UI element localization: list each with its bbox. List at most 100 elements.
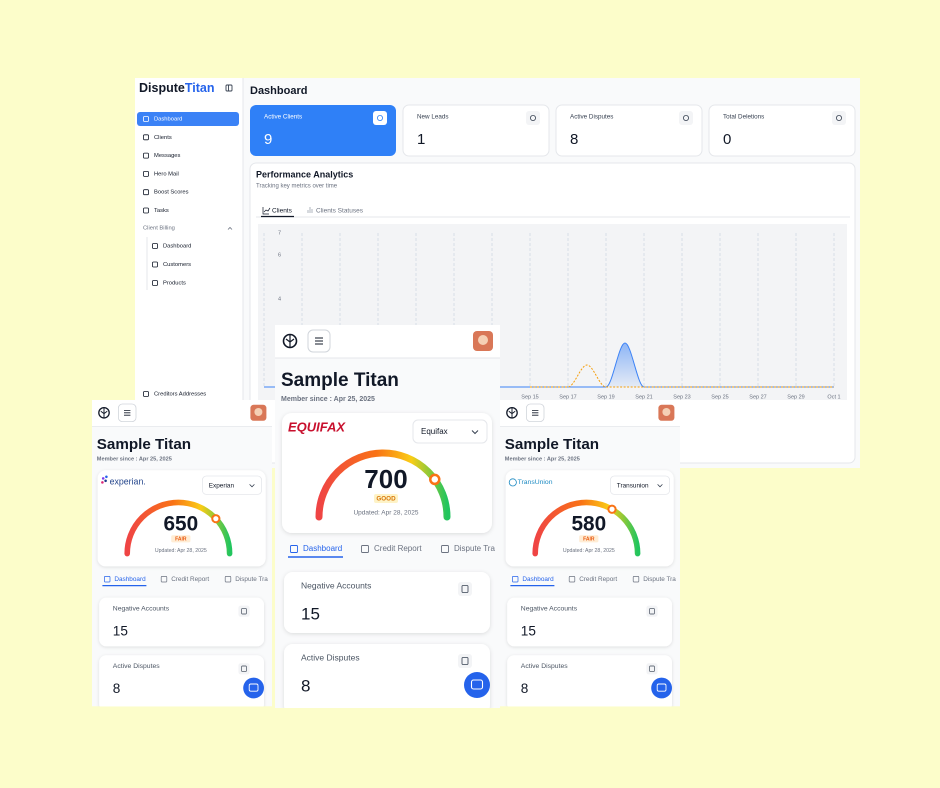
nav-item[interactable]: Products [163, 281, 186, 287]
stat-icon [373, 111, 387, 125]
profile-name: Sample Titan [97, 436, 191, 453]
chat-icon [470, 679, 484, 690]
stat-value: 1 [417, 131, 425, 148]
page-header: Dashboard [250, 85, 307, 97]
member-since: Member since : Apr 25, 2025 [281, 396, 375, 403]
rating-badge [374, 494, 398, 503]
logo-mark [508, 478, 517, 487]
metric-icon [241, 608, 247, 615]
tab[interactable]: Dispute Tra [454, 544, 495, 553]
bureau-select-label: Equifax [421, 427, 448, 436]
chevron [471, 430, 479, 435]
x-tick-label: Sep 17 [559, 394, 576, 400]
nav-item[interactable]: Dashboard [163, 244, 191, 250]
nav-item[interactable]: Clients [154, 135, 172, 141]
bureau-select[interactable] [202, 475, 263, 495]
tab[interactable]: Dashboard [522, 576, 554, 583]
x-tick-label: Sep 15 [521, 394, 538, 400]
metric-icon [646, 605, 658, 617]
tab-icon [361, 545, 369, 553]
chat-button[interactable] [464, 672, 490, 698]
chat-button[interactable] [243, 677, 264, 699]
chat-button[interactable] [651, 677, 672, 699]
x-tick-label: Sep 19 [597, 394, 614, 400]
rating: FAIR [175, 536, 187, 542]
nav-item[interactable]: Creditors Addresses [154, 392, 206, 398]
phone: Sample Titan Member since : Apr 25, 2025 e… [92, 400, 273, 707]
metric-icon [238, 663, 250, 675]
metric-card [99, 597, 264, 647]
metric-value: 15 [113, 624, 128, 639]
metric-icon [461, 585, 469, 593]
tab[interactable]: Clients [272, 208, 293, 215]
x-tick-label: Oct 1 [827, 394, 840, 400]
profile-name: Sample Titan [281, 370, 399, 391]
logo-dot [101, 477, 105, 480]
avatar-face [662, 408, 671, 416]
app-logo [100, 408, 108, 418]
bureau-select-label: Transunion [617, 482, 649, 489]
tab[interactable]: Credit Report [579, 576, 617, 583]
metric-label: Active Disputes [521, 663, 568, 670]
metric-value: 15 [521, 624, 536, 639]
metric-label: Negative Accounts [301, 580, 371, 590]
tab-icon [632, 576, 640, 583]
stat-value: 8 [570, 131, 578, 148]
x-tick-label: Sep 23 [673, 394, 690, 400]
metric-value: 8 [301, 676, 310, 695]
metric-label: Active Disputes [301, 652, 360, 662]
nav-item[interactable]: Messages [154, 153, 181, 159]
bureau-select[interactable] [610, 475, 671, 495]
updated: Updated: Apr 28, 2025 [155, 548, 207, 554]
logo-dot [105, 475, 108, 479]
menu-icon [315, 337, 323, 345]
bureau-logo: experian. [110, 477, 146, 487]
nav-item[interactable]: Boost Scores [154, 190, 189, 196]
tab[interactable]: Dispute Tra [235, 576, 268, 583]
app-logo [508, 408, 516, 418]
app-logo [282, 333, 298, 349]
metric-icon [461, 657, 469, 665]
analytics-title: Performance Analytics [256, 169, 353, 179]
gauge-arc [532, 499, 641, 557]
metric-icon [238, 605, 250, 617]
metric-icon [458, 582, 472, 596]
tab[interactable]: Clients Statuses [316, 208, 364, 215]
nav-item[interactable]: Dashboard [154, 117, 182, 123]
nav-item[interactable]: Customers [163, 262, 191, 268]
nav-item[interactable]: Tasks [154, 208, 169, 214]
chat-icon [248, 683, 259, 692]
stat-icon [679, 111, 693, 125]
metric-icon [646, 663, 658, 675]
x-tick-label: Sep 25 [711, 394, 728, 400]
nav-item[interactable]: Hero Mail [154, 171, 179, 177]
menu-icon [124, 410, 131, 416]
tab-icon [441, 545, 449, 553]
stat-icon [526, 111, 540, 125]
tab[interactable]: Credit Report [374, 544, 422, 553]
metric-card [284, 644, 490, 708]
tab[interactable]: Dashboard [114, 576, 146, 583]
icon [143, 152, 149, 159]
app-logo [98, 406, 110, 419]
bureau-select[interactable] [412, 419, 488, 444]
tab-icon [512, 576, 519, 583]
tab[interactable]: Credit Report [171, 576, 209, 583]
gauge-knob [607, 504, 617, 514]
tab-icon [307, 207, 313, 213]
logo-part: Dispute [139, 81, 185, 95]
tab[interactable]: Dashboard [303, 544, 342, 553]
nav-group[interactable]: Client Billing [143, 226, 175, 232]
profile-name: Sample Titan [505, 436, 599, 453]
chart: Sep 15 Sep 17 Sep 19 Sep 21 Sep 23 Sep 25 Sep … [278, 230, 841, 400]
icon [143, 207, 149, 214]
stat-label: Active Clients [264, 114, 302, 121]
stat-value: 0 [723, 131, 731, 148]
menu-icon [532, 410, 539, 416]
tab-icon [290, 545, 298, 553]
chevron [657, 484, 663, 488]
metric-card [507, 655, 672, 707]
panel-icon[interactable] [225, 84, 233, 92]
tab[interactable]: Dispute Tra [643, 576, 676, 583]
y-tick-label: 4 [278, 296, 281, 302]
